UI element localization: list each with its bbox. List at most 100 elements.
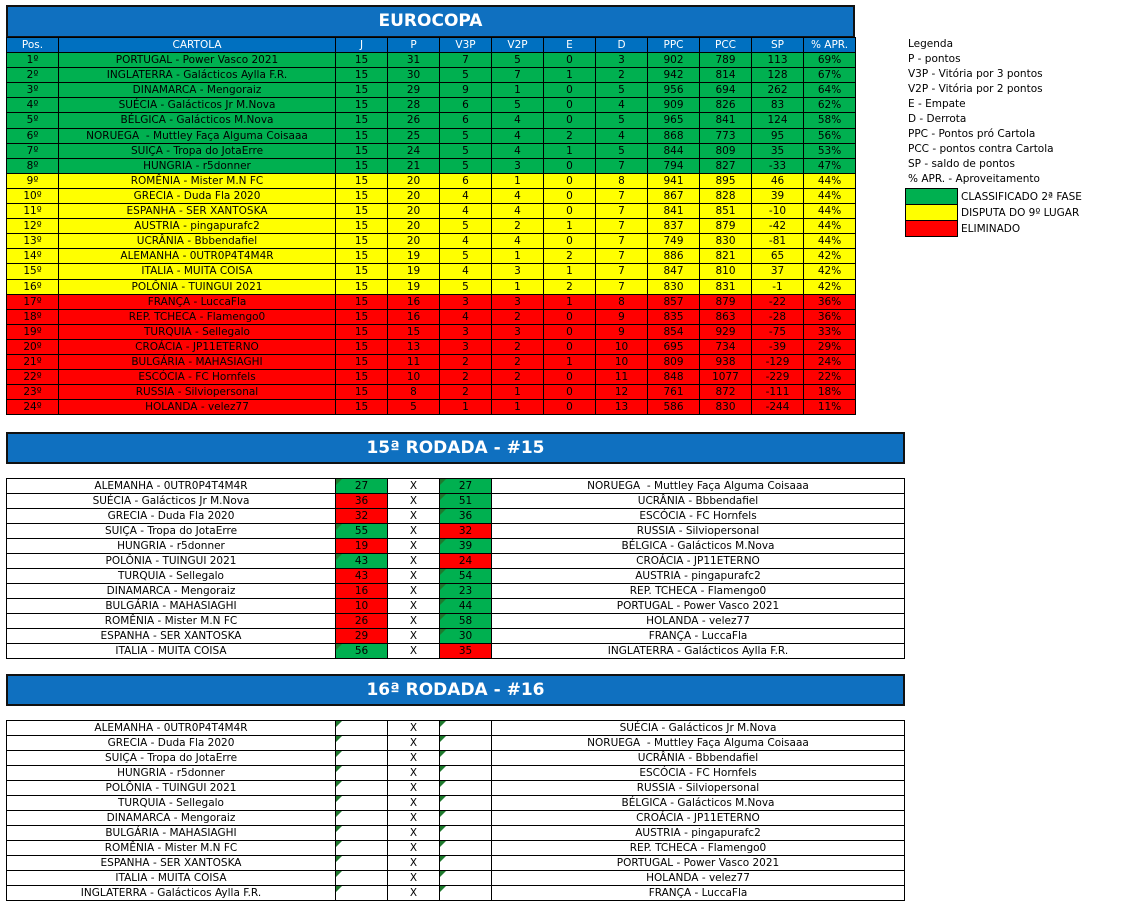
away-team: ESCÓCIA - FC Hornfels <box>491 765 905 781</box>
stat-cell: 929 <box>699 324 752 340</box>
away-score: 58 <box>439 613 492 629</box>
stat-cell: 30 <box>387 67 440 83</box>
stat-cell: 3º <box>6 82 59 98</box>
stat-cell: 13 <box>595 399 648 415</box>
stat-cell: 5 <box>491 97 544 113</box>
legend-swatch <box>905 188 958 205</box>
stat-cell: 3 <box>439 324 492 340</box>
stat-cell: 15 <box>335 143 388 159</box>
legend-item: D - Derrota <box>908 113 967 125</box>
separator: X <box>387 870 440 886</box>
stat-cell: 0 <box>543 399 596 415</box>
stat-cell: 5 <box>439 67 492 83</box>
stat-cell: 19º <box>6 324 59 340</box>
legend-item: PPC - Pontos pró Cartola <box>908 128 1036 140</box>
separator: X <box>387 750 440 766</box>
stat-cell: 7º <box>6 143 59 159</box>
stat-cell: 586 <box>647 399 700 415</box>
away-team: ESCÓCIA - FC Hornfels <box>491 508 905 524</box>
stat-cell: 5 <box>439 143 492 159</box>
stat-cell: 2 <box>491 354 544 370</box>
stat-cell: 761 <box>647 384 700 400</box>
home-score <box>335 750 388 766</box>
stat-cell: 9º <box>6 173 59 189</box>
stat-cell: -10 <box>751 203 804 219</box>
stat-cell: 941 <box>647 173 700 189</box>
stat-cell: 46 <box>751 173 804 189</box>
team-cell: GRECIA - Duda Fla 2020 <box>58 188 336 204</box>
team-cell: DINAMARCA - Mengoraiz <box>58 82 336 98</box>
stat-cell: 3 <box>595 52 648 68</box>
home-team: INGLATERRA - Galácticos Aylla F.R. <box>6 885 336 901</box>
separator: X <box>387 855 440 871</box>
separator: X <box>387 613 440 629</box>
legend-zone: ELIMINADO <box>961 223 1021 235</box>
stat-cell: 965 <box>647 112 700 129</box>
stat-cell: 694 <box>699 82 752 98</box>
stat-cell: 835 <box>647 309 700 325</box>
stat-cell: 15 <box>335 97 388 113</box>
stat-cell: 26 <box>387 112 440 129</box>
stat-cell: 1077 <box>699 369 752 385</box>
stat-cell: 42% <box>803 279 856 295</box>
home-score: 10 <box>335 598 388 614</box>
stat-cell: 809 <box>647 354 700 370</box>
stat-cell: -75 <box>751 324 804 340</box>
away-team: RUSSIA - Silviopersonal <box>491 523 905 539</box>
team-cell: ITALIA - MUITA COISA <box>58 263 336 280</box>
stat-cell: 695 <box>647 339 700 355</box>
stat-cell: 4 <box>439 263 492 280</box>
stat-cell: 10 <box>387 369 440 385</box>
stat-cell: 1 <box>543 263 596 280</box>
stat-cell: 16º <box>6 279 59 295</box>
stat-cell: 1 <box>491 279 544 295</box>
team-cell: UCRÂNIA - Bbbendafiel <box>58 233 336 249</box>
stat-cell: 36% <box>803 294 856 310</box>
home-team: ITALIA - MUITA COISA <box>6 643 336 659</box>
separator: X <box>387 735 440 751</box>
away-score <box>439 855 492 871</box>
legend-swatch <box>905 204 958 221</box>
stat-cell: 29% <box>803 339 856 355</box>
stat-cell: 15 <box>335 354 388 370</box>
stat-cell: 857 <box>647 294 700 310</box>
stat-cell: 2 <box>439 354 492 370</box>
away-team: FRANÇA - LuccaFla <box>491 628 905 644</box>
stat-cell: 902 <box>647 52 700 68</box>
stat-cell: 2 <box>543 248 596 264</box>
team-cell: AUSTRIA - pingapurafc2 <box>58 218 336 234</box>
stat-cell: 830 <box>699 233 752 249</box>
away-team: PORTUGAL - Power Vasco 2021 <box>491 855 905 871</box>
away-score: 32 <box>439 523 492 539</box>
stat-cell: 4 <box>439 188 492 204</box>
stat-cell: 0 <box>543 309 596 325</box>
stat-cell: 879 <box>699 218 752 234</box>
stat-cell: 23º <box>6 384 59 400</box>
stat-cell: 10 <box>595 339 648 355</box>
stat-cell: 2 <box>491 339 544 355</box>
stat-cell: 15 <box>335 128 388 144</box>
stat-cell: 15 <box>335 188 388 204</box>
stat-cell: 18º <box>6 309 59 325</box>
away-score <box>439 870 492 886</box>
stat-cell: 1º <box>6 52 59 68</box>
home-score <box>335 870 388 886</box>
stat-cell: 15 <box>335 294 388 310</box>
stat-cell: 36% <box>803 309 856 325</box>
home-score: 43 <box>335 553 388 569</box>
stat-cell: 4 <box>439 309 492 325</box>
stat-cell: 789 <box>699 52 752 68</box>
stat-cell: 8º <box>6 158 59 174</box>
team-cell: ESCÓCIA - FC Hornfels <box>58 369 336 385</box>
column-header: SP <box>751 37 804 53</box>
stat-cell: 42% <box>803 263 856 280</box>
home-team: POLÔNIA - TUINGUI 2021 <box>6 780 336 796</box>
stat-cell: -81 <box>751 233 804 249</box>
stat-cell: 3 <box>491 324 544 340</box>
stat-cell: 5 <box>439 248 492 264</box>
team-cell: PORTUGAL - Power Vasco 2021 <box>58 52 336 68</box>
away-score: 23 <box>439 583 492 599</box>
stat-cell: 24 <box>387 143 440 159</box>
separator: X <box>387 720 440 736</box>
home-team: HUNGRIA - r5donner <box>6 765 336 781</box>
